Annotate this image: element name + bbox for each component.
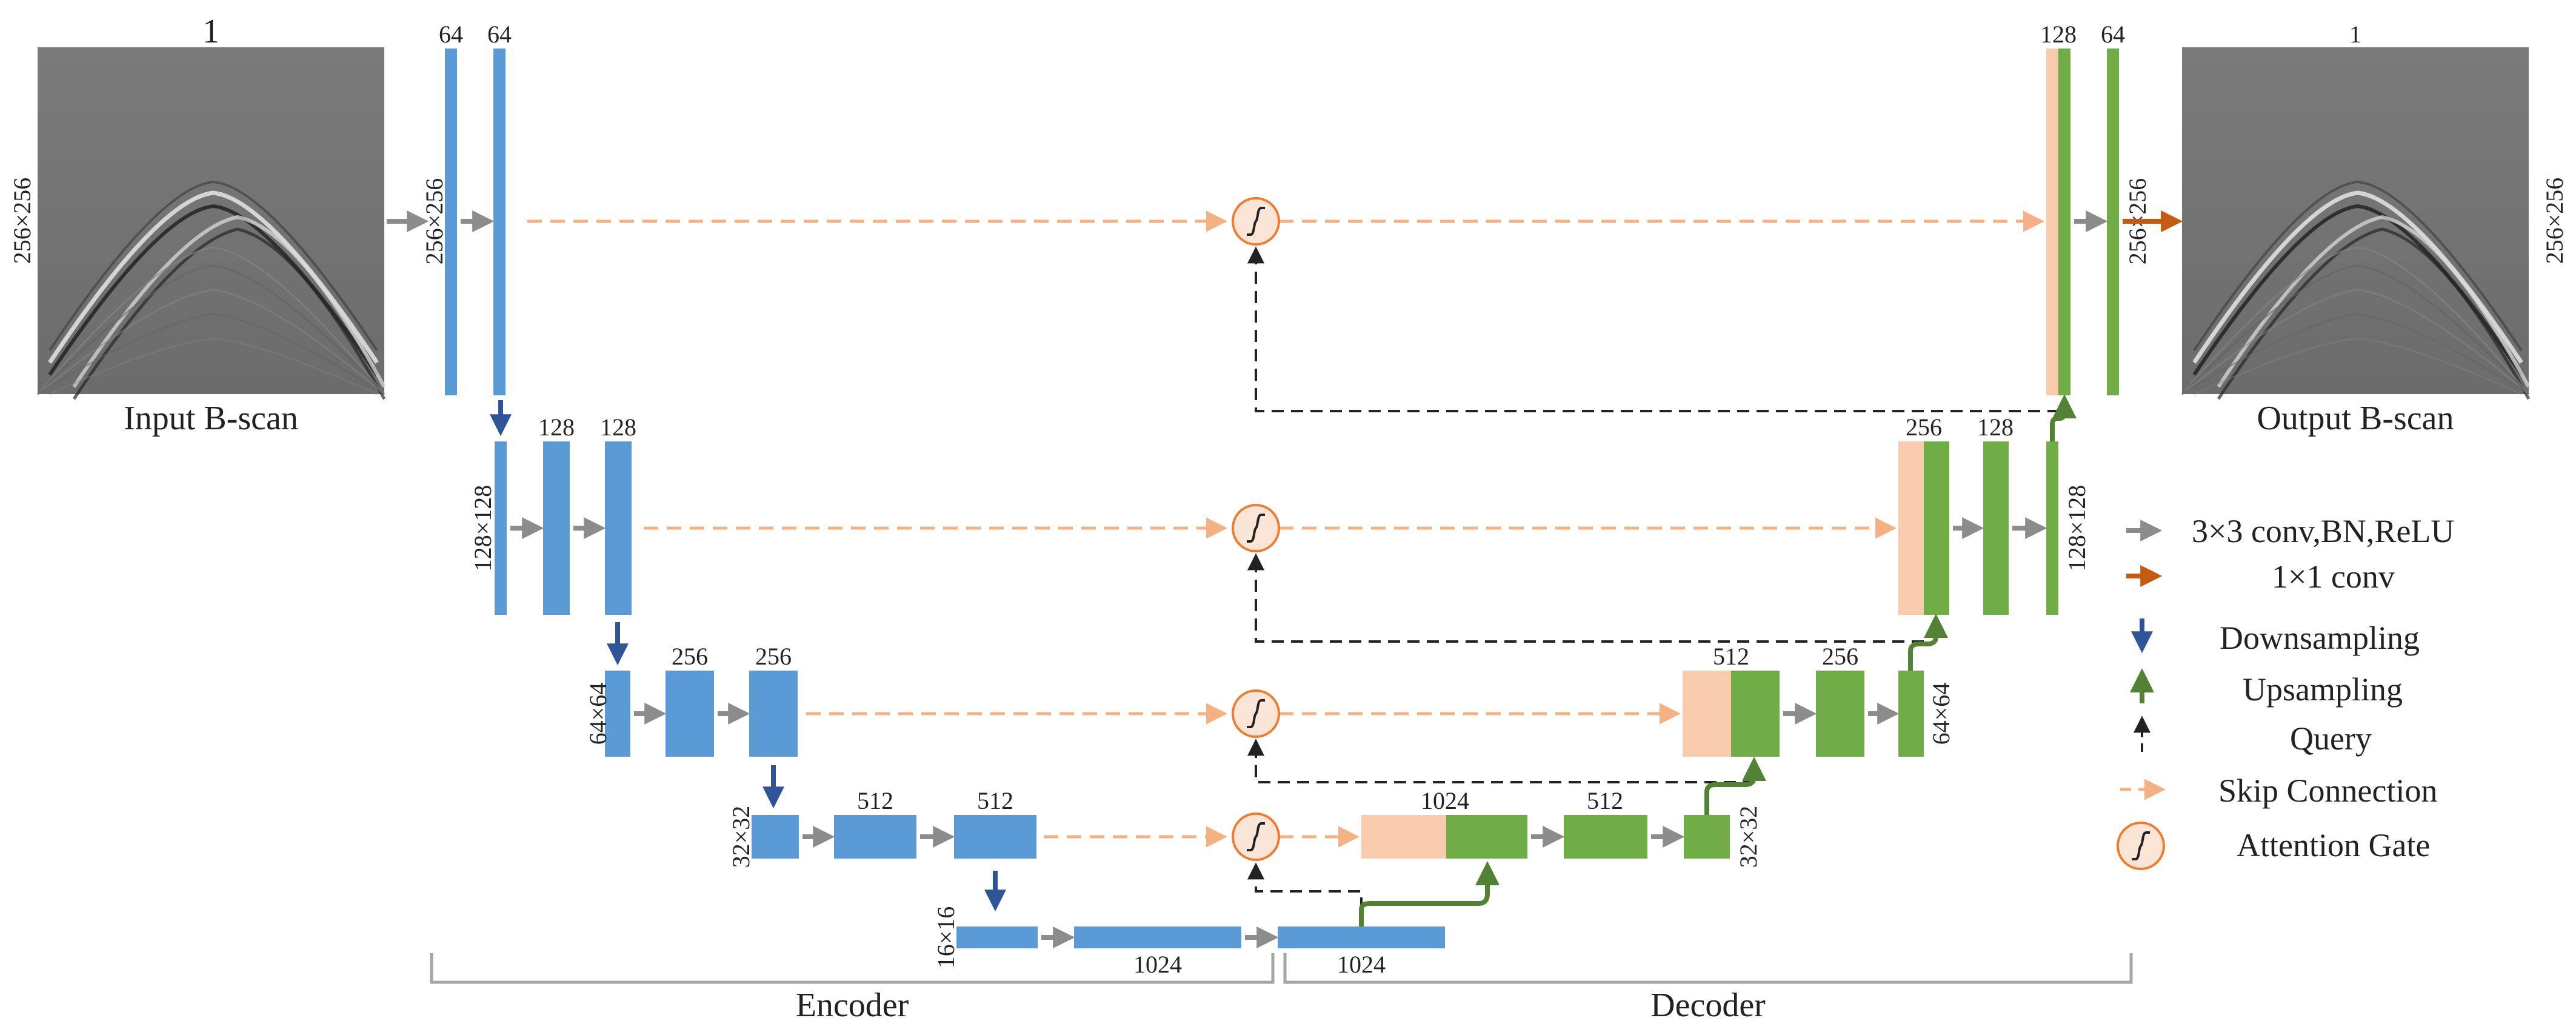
dec3-ch-up: 512 (1713, 643, 1749, 670)
enc1-block-a (445, 49, 457, 395)
dec1-ch-up: 128 (2040, 21, 2077, 48)
enc3-ch-b: 256 (755, 643, 792, 670)
input-channels-label: 1 (202, 13, 219, 50)
dec4-out-block (1684, 815, 1730, 859)
enc2-block-c (605, 441, 632, 615)
legend-down-label: Downsampling (2220, 620, 2420, 656)
dec4-size: 32×32 (1735, 806, 1762, 868)
legend-skip-label: Skip Connection (2218, 772, 2438, 809)
output-caption: Output B-scan (2257, 400, 2454, 437)
enc2-ch-b: 128 (600, 414, 636, 441)
enc1-block-b (493, 49, 506, 395)
input-bscan-image (38, 47, 384, 399)
legend-up-label: Upsampling (2243, 671, 2403, 708)
legend: 3×3 conv,BN,ReLU 1×1 conv Downsampling U… (2117, 513, 2454, 870)
enc3-block-b (666, 671, 714, 757)
attention-gate-1 (1232, 197, 1280, 246)
dec1-up-block (2058, 49, 2070, 395)
upsample-arrows (1359, 394, 2077, 926)
output-size-label: 256×256 (2541, 178, 2568, 264)
bottleneck-block-a (956, 926, 1038, 948)
dec3-ch-conv: 256 (1822, 643, 1858, 670)
enc3-block-a (605, 671, 630, 757)
enc1-size: 256×256 (421, 178, 448, 265)
enc4-ch-b: 512 (977, 787, 1013, 814)
enc4-block-a (752, 815, 799, 859)
legend-conv1x1-label: 1×1 conv (2272, 558, 2395, 595)
legend-gate-label: Attention Gate (2237, 827, 2430, 863)
conv-arrows (387, 210, 2108, 948)
skip-connections (527, 210, 2044, 848)
decoder-label: Decoder (1650, 987, 1766, 1024)
dec3-skip-block (1683, 671, 1731, 757)
bottleneck-ch: 1024 (1133, 951, 1182, 978)
attention-gate-3 (1232, 689, 1280, 738)
dec4-up-block (1446, 815, 1527, 859)
enc4-size: 32×32 (727, 806, 755, 868)
enc2-size: 128×128 (469, 485, 496, 572)
downsample-arrows (490, 400, 1006, 912)
attention-gate-2 (1232, 504, 1280, 552)
enc1-ch-b: 64 (487, 21, 512, 48)
enc4-ch-a: 512 (857, 787, 893, 814)
dec2-ch-up: 256 (1906, 414, 1942, 441)
input-caption: Input B-scan (124, 400, 298, 437)
encoder-bracket (430, 953, 1275, 984)
legend-conv-label: 3×3 conv,BN,ReLU (2192, 513, 2454, 549)
dec4-conv-block (1564, 815, 1647, 859)
bottleneck-block-b (1074, 926, 1241, 948)
legend-gate-icon (2117, 822, 2165, 870)
enc3-block-c (749, 671, 798, 757)
dec1-ch-conv: 64 (2101, 21, 2125, 48)
dec1-skip-block (2046, 49, 2058, 395)
enc3-ch-a: 256 (672, 643, 708, 670)
query-paths (1247, 246, 2060, 910)
enc4-block-b (834, 815, 916, 859)
dec3-size: 64×64 (1927, 683, 1955, 745)
dec2-conv-block (1983, 441, 2009, 615)
enc2-block-b (543, 441, 570, 615)
dec4-ch-conv: 512 (1587, 787, 1623, 814)
enc1-ch-a: 64 (439, 21, 463, 48)
input-size-label: 256×256 (8, 178, 36, 264)
attention-gate-4 (1232, 813, 1280, 861)
dec2-up-block (1924, 441, 1949, 615)
dec3-conv-block (1816, 671, 1864, 757)
dec2-out-block (2046, 441, 2058, 615)
dec2-size: 128×128 (2063, 485, 2090, 572)
encoder-label: Encoder (796, 987, 909, 1024)
dec4-ch-up: 1024 (1421, 787, 1469, 814)
dec2-ch-conv: 128 (1977, 414, 2014, 441)
enc2-block-a (495, 441, 507, 615)
bottleneck-block-c (1278, 926, 1445, 948)
dec4-skip-block (1361, 815, 1446, 859)
enc3-size: 64×64 (584, 683, 612, 745)
bottleneck-out-ch: 1024 (1337, 951, 1386, 978)
output-channels-label: 1 (2349, 21, 2361, 48)
dec3-out-block (1898, 671, 1924, 757)
output-bscan-image (2182, 47, 2529, 399)
decoder-bracket (1283, 953, 2133, 984)
dec2-skip-block (1898, 441, 1924, 615)
dec1-conv-block (2107, 49, 2119, 395)
legend-query-label: Query (2290, 720, 2372, 757)
enc2-ch-a: 128 (538, 414, 575, 441)
bottleneck-size: 16×16 (932, 906, 959, 969)
dec3-up-block (1731, 671, 1780, 757)
enc4-block-c (954, 815, 1036, 859)
